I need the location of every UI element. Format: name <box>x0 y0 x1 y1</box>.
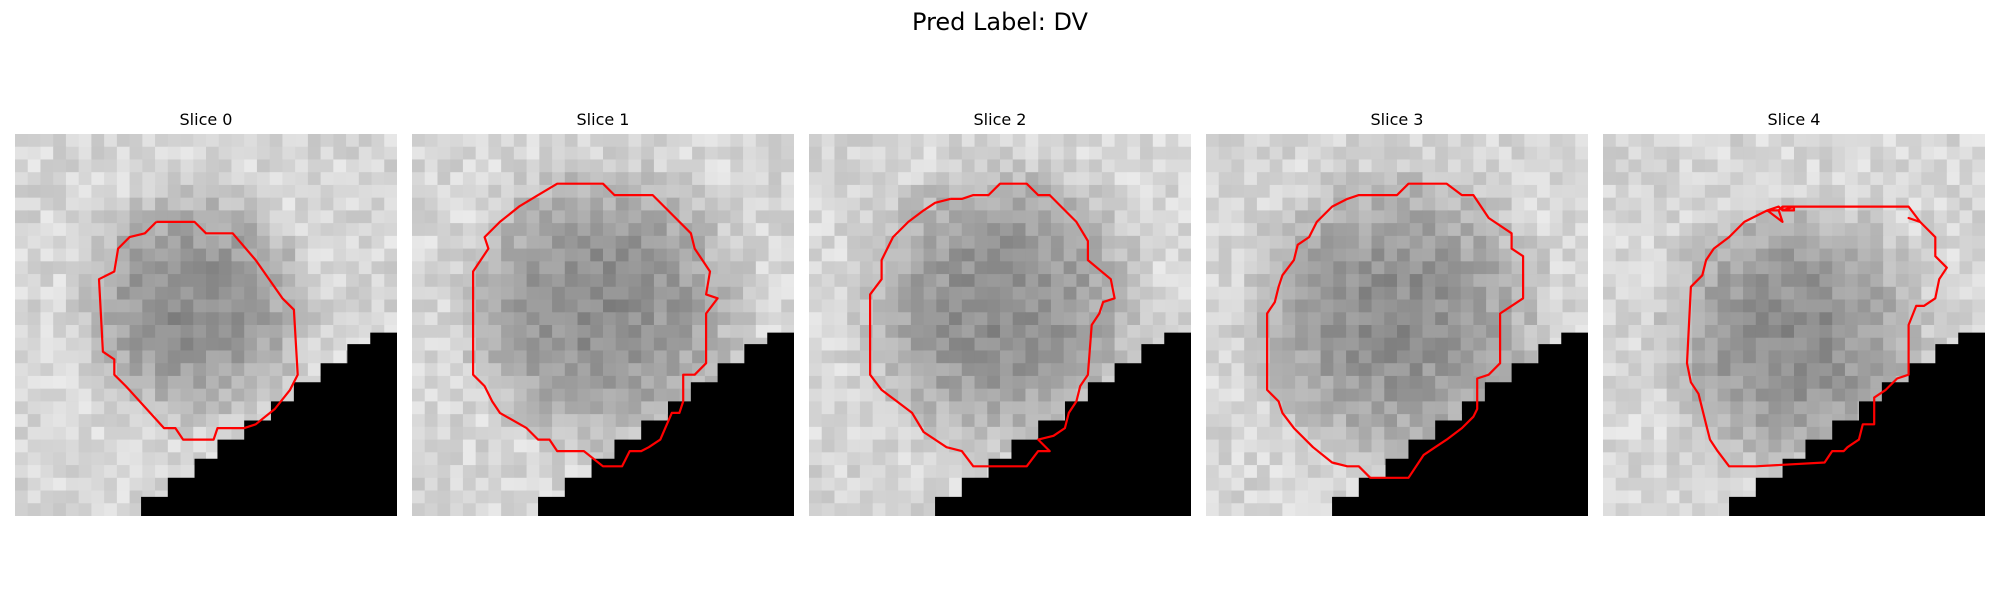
slice-title: Slice 0 <box>179 110 233 129</box>
slice-title: Slice 4 <box>1767 110 1821 129</box>
pixel-grid <box>809 134 1191 516</box>
mask-region <box>1305 332 1588 516</box>
slice-image <box>1603 134 1985 516</box>
slice-title: Slice 1 <box>576 110 630 129</box>
slice-panel-4: Slice 4 <box>1603 108 1985 516</box>
figure-title: Pred Label: DV <box>912 8 1088 36</box>
mask-region <box>908 332 1191 516</box>
slice-title: Slice 3 <box>1370 110 1424 129</box>
prediction-contour <box>471 182 719 468</box>
prediction-contour <box>868 182 1116 468</box>
prediction-contour <box>1685 205 1948 468</box>
slice-panel-1: Slice 1 <box>412 108 794 516</box>
mask-region <box>1702 332 1985 516</box>
slice-image <box>1206 134 1588 516</box>
slice-image <box>15 134 397 516</box>
prediction-contour <box>1265 182 1525 479</box>
prediction-contour <box>97 220 299 441</box>
slice-image <box>809 134 1191 516</box>
mask-region <box>511 332 794 516</box>
slice-image <box>412 134 794 516</box>
slice-panel-3: Slice 3 <box>1206 108 1588 516</box>
slice-panel-2: Slice 2 <box>809 108 1191 516</box>
slice-panel-0: Slice 0 <box>15 108 397 516</box>
slice-title: Slice 2 <box>973 110 1027 129</box>
